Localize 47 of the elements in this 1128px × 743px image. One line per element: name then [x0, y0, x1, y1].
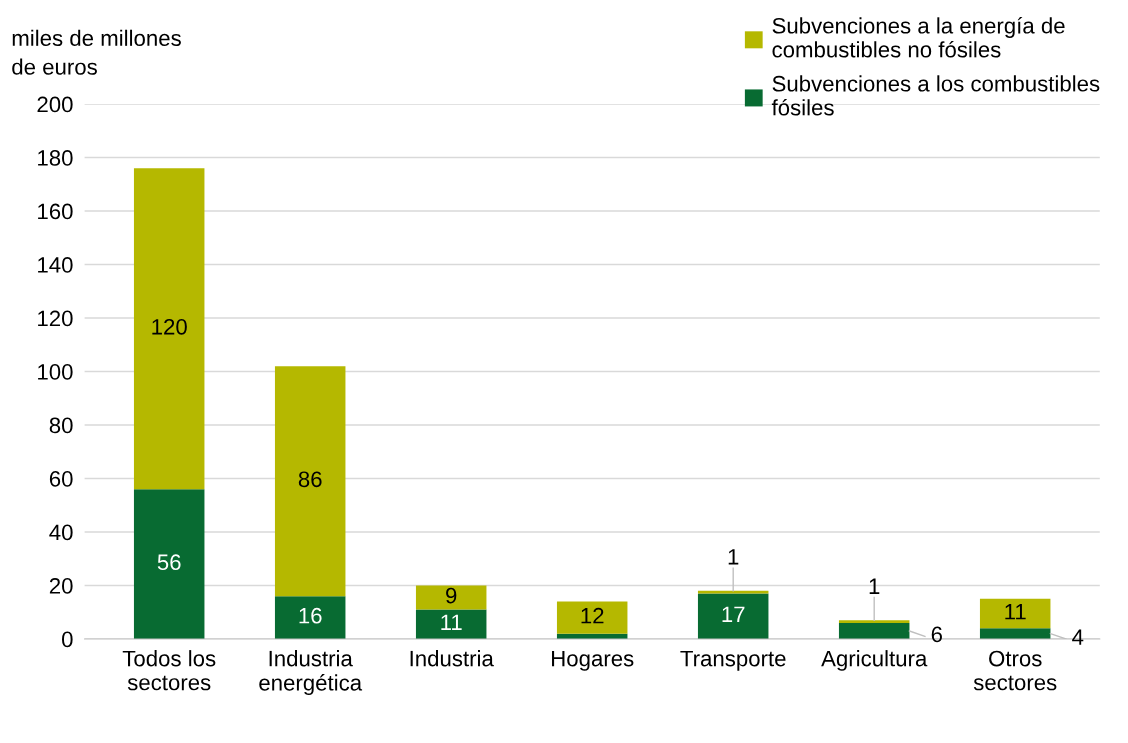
x-tick-label: Todos los sectores	[122, 650, 216, 691]
legend-label: Subvenciones a los combustibles fósiles	[771, 75, 1100, 116]
y-tick-label: 60	[49, 471, 73, 487]
data-label: 17	[722, 606, 745, 622]
y-tick-label: 80	[49, 417, 73, 434]
legend-label: Subvenciones a la energía de combustibles no fósiles	[772, 17, 1065, 58]
bar	[556, 601, 628, 634]
data-label: 1	[728, 549, 739, 565]
data-label: 86	[298, 471, 322, 488]
x-tick-label: Agricultura	[821, 650, 928, 671]
data-label: 11	[441, 614, 462, 631]
y-tick-label: 120	[38, 310, 73, 327]
data-label: 9	[446, 587, 457, 604]
data-label: 11	[1005, 604, 1026, 620]
data-label: 4	[1072, 629, 1084, 645]
y-tick-label: 140	[38, 257, 73, 273]
data-label: 16	[299, 607, 322, 624]
bar	[838, 622, 910, 639]
y-axis-title: miles de millones de euros	[12, 29, 181, 75]
bar	[415, 609, 487, 639]
bar	[838, 620, 910, 623]
bar	[133, 489, 205, 639]
data-label: 56	[157, 554, 181, 571]
y-tick-label: 200	[37, 96, 73, 113]
x-tick-label: Hogares	[552, 650, 634, 671]
x-tick-label: Industria	[410, 650, 494, 667]
y-tick-label: 180	[38, 150, 73, 166]
y-tick-label: 100	[38, 364, 73, 380]
bar	[133, 168, 205, 490]
bar	[979, 598, 1051, 629]
bar	[697, 593, 769, 639]
data-label: 120	[152, 318, 187, 335]
x-tick-label: Industria energética	[259, 650, 363, 696]
data-label: 6	[931, 626, 942, 643]
y-tick-label: 160	[38, 203, 73, 220]
data-label: 12	[581, 607, 604, 624]
y-tick-label: 20	[49, 578, 73, 594]
y-tick-label: 0	[62, 631, 73, 648]
bar	[415, 585, 487, 610]
bar	[979, 628, 1051, 639]
y-tick-label: 40	[49, 524, 73, 541]
bar	[697, 590, 769, 594]
bar	[274, 366, 346, 597]
bar	[274, 596, 346, 639]
x-tick-label: Otros sectores	[973, 650, 1057, 691]
data-label: 1	[869, 578, 880, 594]
x-tick-label: Transporte	[680, 650, 786, 671]
